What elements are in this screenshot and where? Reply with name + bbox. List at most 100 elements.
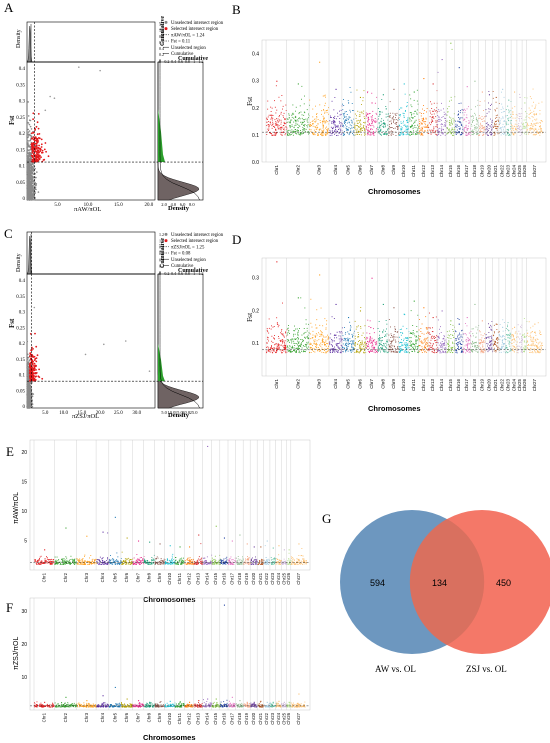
chromosome-point <box>450 124 452 126</box>
chromosome-point <box>409 134 411 136</box>
chromosome-point <box>471 125 473 127</box>
chromosome-point <box>285 351 287 353</box>
unselected-point <box>28 194 31 196</box>
chromosome-point <box>525 119 527 121</box>
y-tick-label: 0.4 <box>19 67 26 72</box>
right-density-tick: 25.0 <box>190 410 199 415</box>
chromosome-point <box>451 119 453 121</box>
legend-label: Cumulative <box>171 264 193 269</box>
chromosome-point <box>362 100 364 102</box>
chromosome-point <box>375 122 377 123</box>
chromosome-point <box>425 117 427 119</box>
chromosome-point <box>307 131 309 132</box>
chromosome-peak-point <box>413 91 415 93</box>
chromosome-point <box>496 123 498 125</box>
selected-point <box>38 368 40 371</box>
chromosome-point <box>446 133 448 135</box>
chromosome-point <box>525 111 526 113</box>
chromosome-point <box>441 132 443 134</box>
unselected-point <box>28 140 30 142</box>
panel-label-b: B <box>232 2 241 17</box>
chromosome-point <box>478 115 480 117</box>
legend-marker <box>164 239 168 243</box>
chromosome-point <box>302 119 304 121</box>
chromosome-point <box>308 117 309 119</box>
chromosome-point <box>405 110 406 111</box>
chromosome-point <box>310 347 312 349</box>
chromosome-point <box>323 130 324 132</box>
chromosome-point <box>271 116 273 118</box>
chromosome-point <box>301 123 303 125</box>
unselected-point <box>29 391 31 393</box>
chromosome-point <box>364 118 365 119</box>
manhattan-plot: Chr1 Chr2 Chr3 Chr4 Chr5 Chr6 Chr7 Chr8 Chr9 Chr1… <box>252 40 546 177</box>
chromosome-tick-label: Chr17 <box>464 165 469 178</box>
chromosome-point <box>439 120 441 122</box>
chromosome-point <box>296 130 298 132</box>
unselected-point <box>27 399 30 402</box>
selected-point <box>32 155 34 158</box>
chromosome-point <box>304 95 305 97</box>
chromosome-point <box>508 109 510 111</box>
chromosome-point <box>513 129 515 131</box>
chromosome-point <box>361 111 363 113</box>
chromosome-point <box>291 347 293 349</box>
chromosome-point <box>453 129 455 131</box>
chromosome-point <box>471 123 472 125</box>
chromosome-point <box>291 338 293 340</box>
chromosome-point <box>301 339 303 341</box>
legend-label: πAW/πOL = 1.24 <box>171 33 205 38</box>
chromosome-point <box>350 326 352 328</box>
chromosome-point <box>394 119 396 121</box>
chromosome-point <box>528 114 530 115</box>
chromosome-point <box>280 121 282 123</box>
y-axis-label: Fst <box>8 115 16 125</box>
chromosome-point <box>320 134 321 135</box>
chromosome-point <box>274 335 275 336</box>
chromosome-point <box>342 135 344 136</box>
x-axis-label: πZSJ/πOL <box>72 413 99 420</box>
chromosome-point <box>318 339 320 341</box>
chromosome-point <box>342 343 344 345</box>
chromosome-point <box>459 118 461 120</box>
scatter-frame <box>26 273 156 409</box>
chromosome-point <box>284 340 286 342</box>
chromosome-point <box>407 117 409 119</box>
chromosome-point <box>406 105 408 107</box>
chromosome-point <box>283 116 284 118</box>
chromosome-point <box>334 346 335 348</box>
chromosome-point <box>413 99 415 101</box>
legend-label: Fst = 0.11 <box>171 40 191 45</box>
chromosome-point <box>389 112 391 114</box>
chromosome-point <box>375 112 377 114</box>
chromosome-point <box>518 127 520 129</box>
unselected-point <box>31 197 34 200</box>
chromosome-point <box>420 123 422 125</box>
chromosome-point <box>364 128 366 129</box>
unselected-point <box>27 395 29 397</box>
chromosome-point <box>335 118 337 120</box>
chromosome-point <box>472 115 474 117</box>
chromosome-point <box>292 130 294 132</box>
chromosome-peak-point <box>495 96 497 98</box>
chromosome-point <box>332 119 334 121</box>
chromosome-point <box>333 348 335 350</box>
chromosome-point <box>511 125 513 127</box>
chromosome-point <box>313 129 315 131</box>
chromosome-point <box>304 344 306 345</box>
chromosome-point <box>331 100 333 102</box>
chromosome-point <box>363 127 365 129</box>
unselected-point <box>28 123 31 126</box>
chromosome-point <box>319 344 321 346</box>
chromosome-point <box>303 328 305 329</box>
chromosome-point <box>431 116 433 118</box>
chromosome-point <box>416 133 418 135</box>
chromosome-point <box>431 108 433 109</box>
chromosome-point <box>351 125 353 127</box>
chromosome-point <box>299 118 301 120</box>
unselected-point <box>28 170 30 173</box>
chromosome-point <box>395 124 397 125</box>
chromosome-point <box>494 122 495 124</box>
top-cumulative-tick: 0.6 <box>178 271 183 276</box>
unselected-point <box>29 152 32 154</box>
